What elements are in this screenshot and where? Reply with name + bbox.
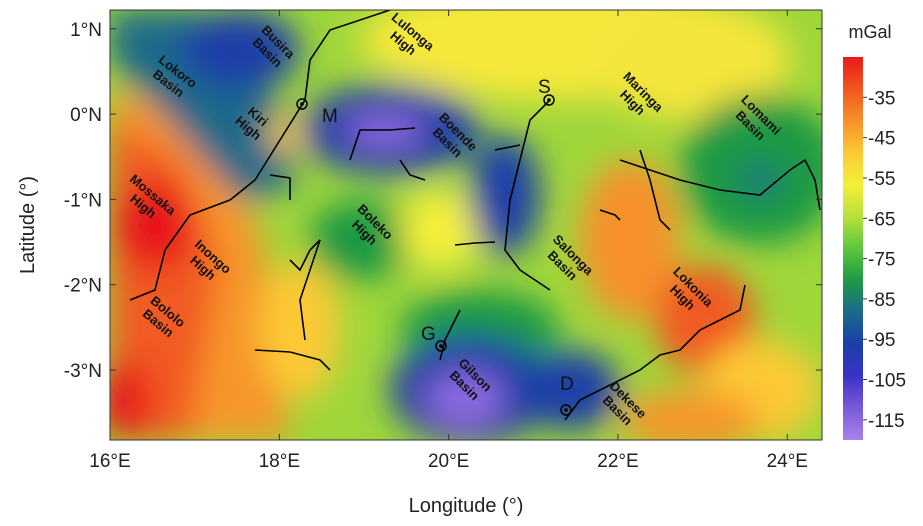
- well-label: S: [538, 77, 551, 98]
- well-dot: [547, 98, 551, 102]
- x-tick-label: 20°E: [428, 451, 469, 472]
- colorbar-title: mGal: [848, 22, 891, 42]
- gravity-field: [110, 10, 822, 440]
- colorbar-tick-label: -115: [868, 411, 905, 432]
- y-tick-label: -2°N: [64, 276, 102, 297]
- y-tick-label: -1°N: [64, 190, 102, 211]
- colorbar-tick-label: -85: [868, 290, 895, 311]
- colorbar-tick-label: -65: [868, 209, 895, 230]
- colorbar-tick-label: -35: [868, 88, 895, 109]
- well-dot: [300, 102, 304, 106]
- well-marker: [543, 94, 555, 106]
- colorbar-tick-label: -55: [868, 169, 895, 190]
- colorbar-tick-label: -75: [868, 250, 895, 271]
- well-label: M: [322, 106, 338, 127]
- wells: M S G D: [296, 77, 574, 416]
- x-tick-label: 16°E: [89, 451, 130, 472]
- colorbar-tick-label: -95: [868, 330, 895, 351]
- x-tick-label: 18°E: [259, 451, 300, 472]
- well-marker: [560, 404, 572, 416]
- well-label: G: [421, 324, 436, 345]
- x-axis-label: Longitude (°): [409, 495, 524, 517]
- y-tick-label: 1°N: [70, 20, 102, 41]
- y-axis-label: Latitude (°): [17, 176, 39, 274]
- colorbar-tick-label: -45: [868, 129, 895, 150]
- x-tick-label: 24°E: [767, 451, 808, 472]
- x-tick-label: 22°E: [597, 451, 638, 472]
- colorbar-tick-label: -105: [868, 371, 906, 392]
- plot-frame: [109, 9, 823, 441]
- well-label: D: [560, 374, 574, 395]
- colorbar: [843, 57, 863, 440]
- well-dot: [564, 408, 568, 412]
- well-marker: [435, 340, 447, 352]
- y-tick-label: -3°N: [64, 361, 102, 382]
- well-marker: [296, 98, 308, 110]
- y-tick-label: 0°N: [70, 105, 102, 126]
- well-dot: [439, 344, 443, 348]
